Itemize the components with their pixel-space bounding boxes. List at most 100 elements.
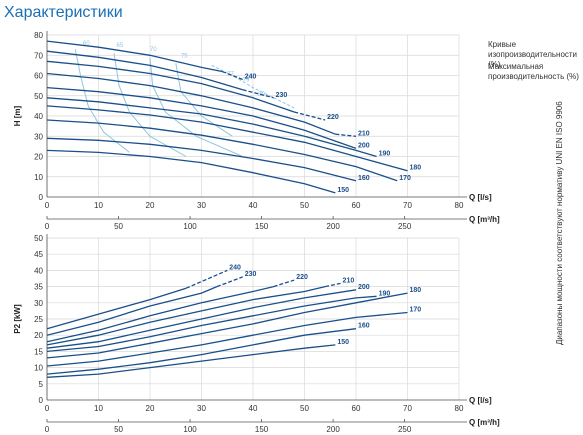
legend-max-efficiency: Максимальная производительность (%) <box>488 62 579 81</box>
head-x-tick-label: 60 <box>352 201 361 210</box>
head-y-axis-label: H [m] <box>13 105 22 126</box>
power-curve-220 <box>46 285 274 343</box>
power-x2-tick-label: 0 <box>45 425 50 434</box>
head-y-tick-label: 40 <box>34 112 43 121</box>
head-x-tick-label: 80 <box>455 201 464 210</box>
power-curve-label-230: 230 <box>245 271 257 278</box>
power-y-tick-label: 25 <box>34 315 43 324</box>
power-curve-label-200: 200 <box>358 284 370 291</box>
efficiency-label: 70 <box>150 47 157 53</box>
head-x-tick-label: 30 <box>197 201 206 210</box>
efficiency-curve <box>175 63 233 137</box>
head-y-tick-label: 30 <box>34 132 43 141</box>
head-curve-230 <box>46 50 243 91</box>
power-curve-label-160: 160 <box>358 323 370 330</box>
head-curve-210 <box>46 72 336 135</box>
power-curve-170 <box>46 311 408 367</box>
head-x-tick-label: 40 <box>249 201 258 210</box>
power-y-tick-label: 20 <box>34 331 43 340</box>
head-x-axis-label: Q [l/s] <box>469 193 492 202</box>
head-curve-label-180: 180 <box>410 165 422 172</box>
head-curve-160 <box>46 137 357 182</box>
power-curve-240 <box>46 287 187 330</box>
head-curve-label-170: 170 <box>399 175 411 182</box>
head-curve-dashed-210 <box>335 133 357 137</box>
head-x-tick-label: 50 <box>300 201 309 210</box>
power-x-tick-label: 80 <box>455 404 464 413</box>
head-x-tick-label: 0 <box>45 201 50 210</box>
head-curve-label-200: 200 <box>358 142 370 149</box>
power-x-tick-label: 30 <box>197 404 206 413</box>
power-y-tick-label: 5 <box>39 380 44 389</box>
head-x-tick-label: 10 <box>94 201 103 210</box>
power-y-tick-label: 0 <box>39 396 44 405</box>
head-curve-200 <box>46 86 357 150</box>
power-curve-label-220: 220 <box>296 274 308 281</box>
head-curve-150 <box>46 149 336 194</box>
power-curve-dashed-240 <box>185 269 228 289</box>
power-curve-dashed-210 <box>324 282 341 288</box>
head-curve-label-220: 220 <box>327 114 339 121</box>
power-curve-label-170: 170 <box>410 307 422 314</box>
power-curve-160 <box>46 328 357 375</box>
power-x-tick-label: 0 <box>45 404 50 413</box>
power-y-axis-label: P2 [kW] <box>13 304 22 334</box>
head-curve-190 <box>46 97 377 158</box>
power-curve-150 <box>46 344 336 378</box>
head-x-tick-label: 20 <box>146 201 155 210</box>
head-curve-label-230: 230 <box>276 92 288 99</box>
power-y-tick-label: 10 <box>34 364 43 373</box>
head-x2-tick-label: 50 <box>114 222 123 231</box>
head-x2-tick-label: 100 <box>183 222 197 231</box>
head-curve-dashed-240 <box>221 70 243 81</box>
efficiency-label: 79 <box>243 78 250 84</box>
efficiency-label: 75 <box>181 53 188 59</box>
head-curve-dashed-230 <box>242 89 274 99</box>
power-curve-label-180: 180 <box>410 287 422 294</box>
power-curve-label-240: 240 <box>229 264 241 271</box>
power-curve-190 <box>46 295 377 353</box>
head-y-tick-label: 50 <box>34 92 43 101</box>
head-y-tick-label: 10 <box>34 173 43 182</box>
page-title: Характеристики <box>4 4 123 21</box>
power-curve-180 <box>46 292 408 359</box>
power-y-tick-label: 50 <box>34 234 43 243</box>
head-y-tick-label: 0 <box>39 193 44 202</box>
power-y-tick-label: 15 <box>34 347 43 356</box>
head-curve-170 <box>46 119 398 182</box>
power-x-tick-label: 70 <box>403 404 412 413</box>
head-y-tick-label: 80 <box>34 31 43 40</box>
head-curve-240 <box>46 40 223 73</box>
power-curve-230 <box>46 286 218 336</box>
power-x2-axis-label: Q [m³/h] <box>469 418 500 427</box>
head-x2-tick-label: 0 <box>45 222 50 231</box>
head-x-tick-label: 70 <box>403 201 412 210</box>
power-x-tick-label: 60 <box>352 404 361 413</box>
head-curve-label-240: 240 <box>245 74 257 81</box>
power-x-tick-label: 50 <box>300 404 309 413</box>
efficiency-curve <box>149 57 243 157</box>
head-curve-dashed-220 <box>294 111 326 121</box>
power-y-tick-label: 40 <box>34 266 43 275</box>
head-curve-180 <box>46 105 408 172</box>
head-x2-tick-label: 200 <box>326 222 340 231</box>
power-curve-dashed-220 <box>273 279 295 288</box>
power-y-tick-label: 30 <box>34 299 43 308</box>
efficiency-label: 60 <box>83 41 90 47</box>
power-curve-label-210: 210 <box>343 277 355 284</box>
head-curve-label-150: 150 <box>337 187 349 194</box>
power-y-tick-label: 45 <box>34 250 43 259</box>
power-curve-dashed-230 <box>216 276 243 288</box>
power-x-tick-label: 20 <box>146 404 155 413</box>
power-y-tick-label: 35 <box>34 283 43 292</box>
head-x2-axis-label: Q [m³/h] <box>469 215 500 224</box>
head-curve-label-190: 190 <box>379 151 391 158</box>
head-x2-tick-label: 250 <box>398 222 412 231</box>
head-y-tick-label: 20 <box>34 153 43 162</box>
efficiency-label: 65 <box>117 43 124 49</box>
head-curve-220 <box>46 60 295 113</box>
power-x2-tick-label: 100 <box>183 425 197 434</box>
power-x-tick-label: 10 <box>94 404 103 413</box>
head-x2-tick-label: 150 <box>255 222 269 231</box>
